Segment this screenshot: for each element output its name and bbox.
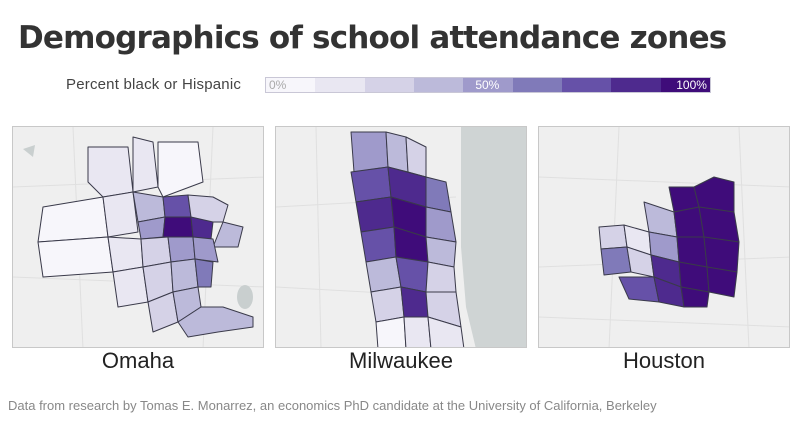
- zone: [598, 224, 628, 250]
- legend-step: 100%: [660, 78, 710, 92]
- omaha-map-svg: [13, 127, 263, 347]
- zone: [167, 236, 196, 263]
- zone: [194, 258, 214, 288]
- zone: [375, 316, 407, 347]
- zone: [400, 286, 429, 318]
- milwaukee-zones: [350, 131, 465, 347]
- houston-map-svg: [539, 127, 789, 347]
- zone: [102, 191, 139, 238]
- zone: [693, 176, 735, 213]
- legend-step: [561, 78, 612, 92]
- legend-step: [315, 78, 365, 92]
- legend-label: Percent black or Hispanic: [66, 76, 242, 93]
- zone: [403, 316, 432, 347]
- zone: [162, 194, 192, 218]
- zone: [427, 316, 465, 347]
- zone: [192, 236, 219, 263]
- milwaukee-map: [275, 126, 527, 348]
- zone: [355, 196, 395, 233]
- legend-step: [413, 78, 464, 92]
- zone: [370, 286, 405, 323]
- color-legend: 0% 50% 100%: [265, 77, 711, 93]
- legend-step: 0%: [266, 78, 316, 92]
- legend-step: [611, 78, 661, 92]
- zone: [107, 236, 144, 273]
- zone: [350, 166, 392, 203]
- zone: [425, 261, 457, 293]
- legend-step: 50%: [463, 78, 513, 92]
- zone: [212, 221, 244, 248]
- zone: [162, 216, 194, 238]
- milwaukee-map-svg: [276, 127, 526, 347]
- omaha-zones: [37, 136, 254, 338]
- zone: [170, 258, 199, 293]
- legend-tick-50: 50%: [475, 78, 500, 92]
- legend-tick-100: 100%: [676, 78, 707, 92]
- source-note: Data from research by Tomas E. Monarrez,…: [8, 398, 657, 413]
- zone: [177, 306, 254, 338]
- zone: [680, 286, 710, 308]
- zone: [385, 131, 409, 173]
- zone: [703, 236, 740, 273]
- zone: [600, 246, 632, 276]
- city-label-omaha: Omaha: [101, 348, 175, 373]
- zone: [360, 226, 397, 263]
- zone: [706, 266, 738, 298]
- zone: [350, 131, 389, 173]
- city-label-milwaukee: Milwaukee: [349, 348, 453, 373]
- city-label-houston: Houston: [623, 348, 705, 373]
- zone: [157, 141, 204, 198]
- legend-tick-0: 0%: [269, 78, 287, 92]
- lake-michigan: [461, 127, 526, 347]
- zone: [365, 256, 402, 293]
- houston-zones: [598, 176, 740, 308]
- houston-map: [538, 126, 790, 348]
- page-title: Demographics of school attendance zones: [18, 20, 727, 56]
- omaha-map: [12, 126, 264, 348]
- legend-step: [364, 78, 414, 92]
- zone: [112, 266, 149, 308]
- legend-step: [512, 78, 562, 92]
- zone: [425, 206, 457, 243]
- zone: [37, 236, 114, 278]
